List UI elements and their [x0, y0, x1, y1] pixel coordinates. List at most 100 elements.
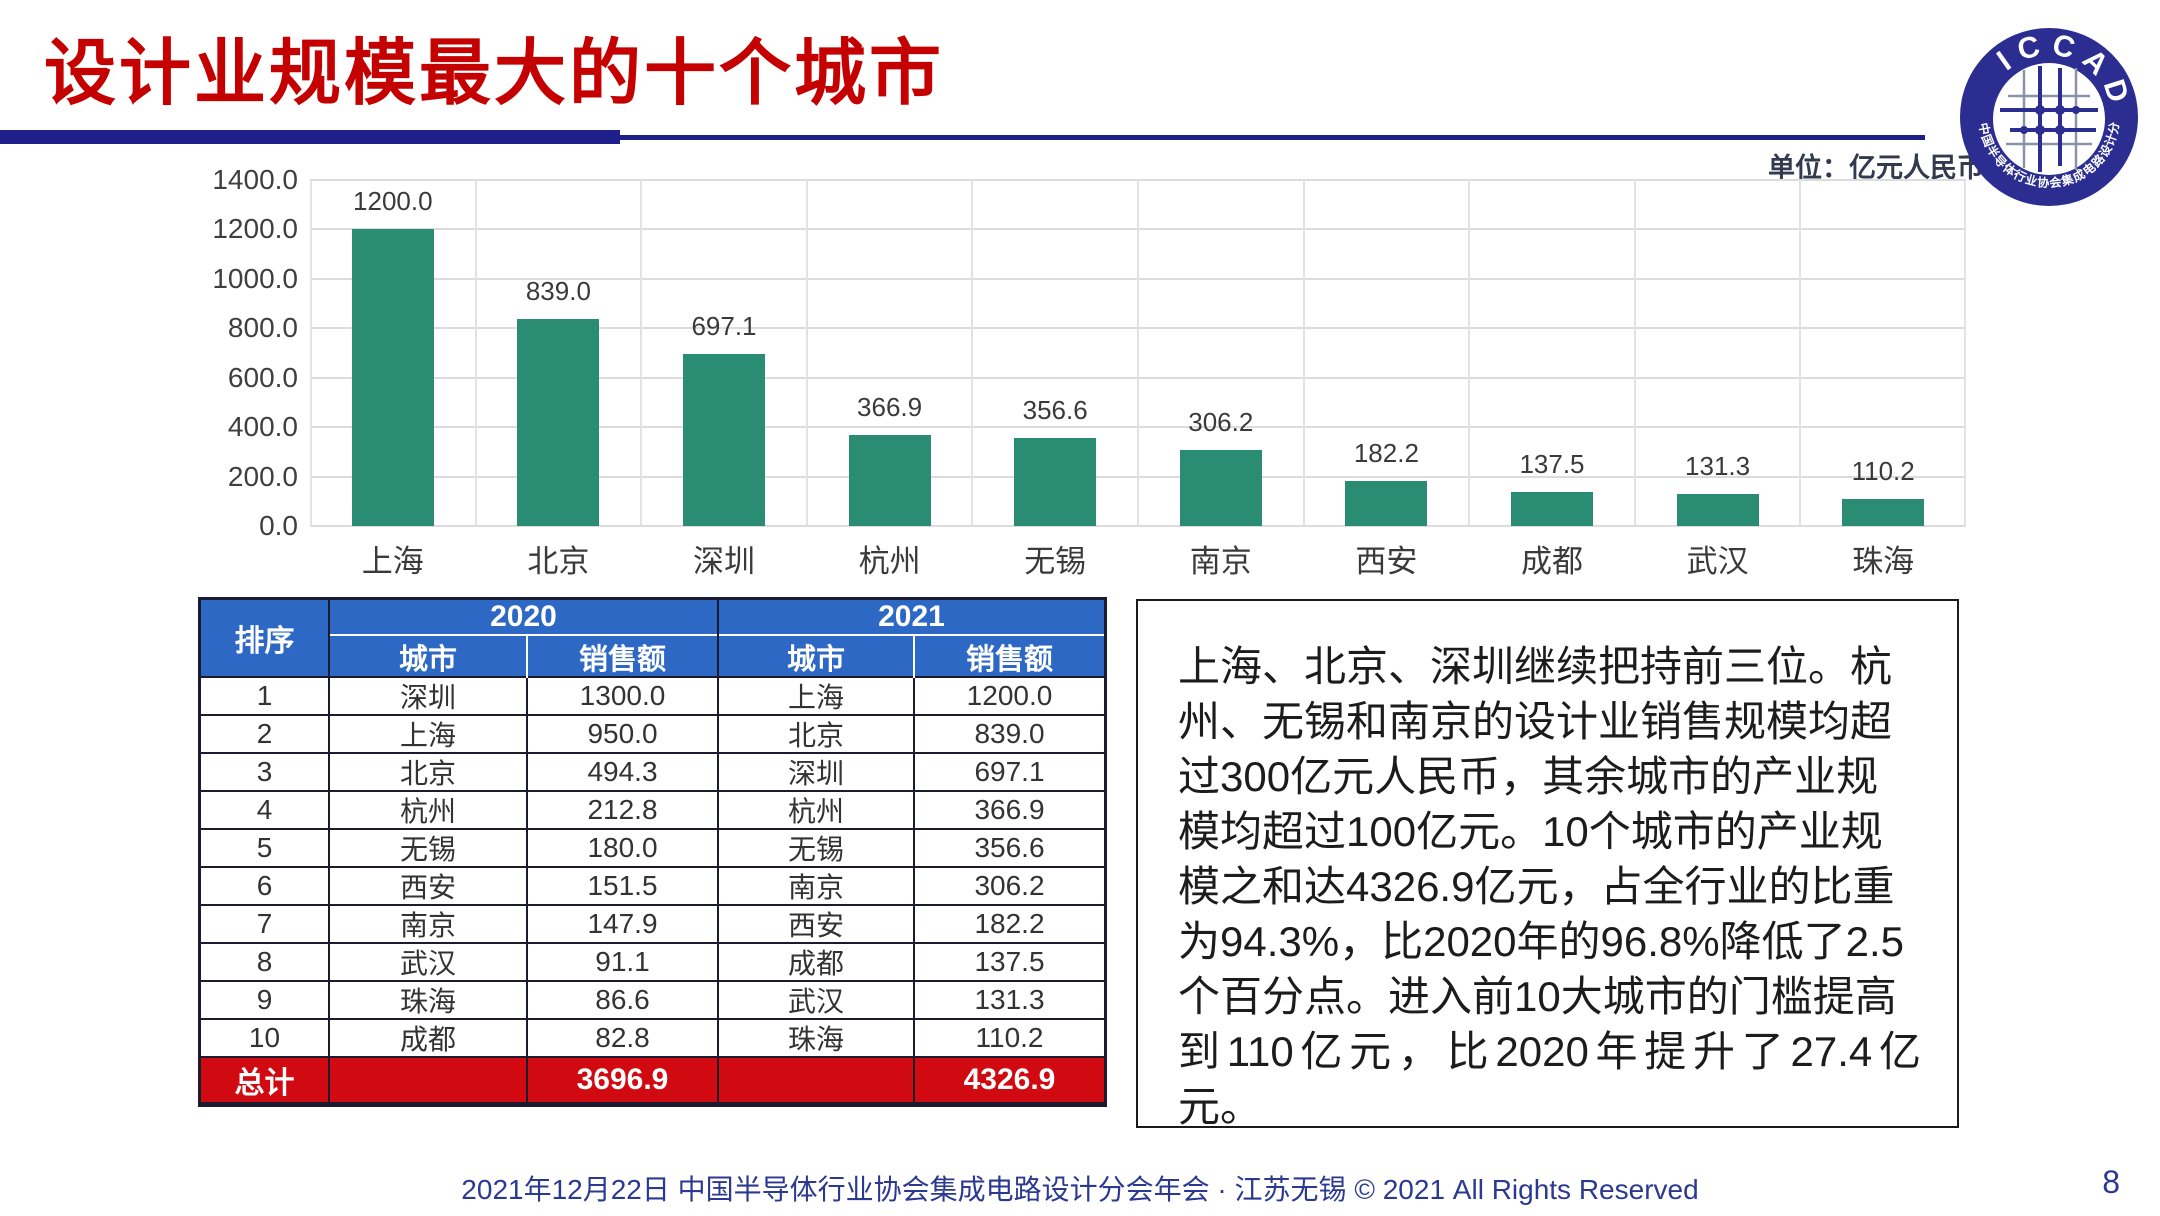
total-value-cell: [719, 1058, 913, 1102]
city-2021-cell: 深圳: [719, 754, 913, 790]
chart-bar: [848, 435, 931, 526]
sales-2020-cell: 91.1: [528, 944, 717, 980]
sales-2021-cell: 697.1: [915, 754, 1104, 790]
sales-2020-cell: 147.9: [528, 906, 717, 942]
bar-value-label: 366.9: [857, 392, 923, 423]
y-axis-tick-label: 200.0: [227, 460, 298, 492]
rank-cell: 4: [201, 792, 328, 828]
sales-2020-cell: 212.8: [528, 792, 717, 828]
chart-bar: [1179, 450, 1262, 526]
gridline: [1137, 180, 1139, 526]
chart-bar: [1345, 480, 1428, 526]
chart-bar: [683, 353, 765, 526]
iccad-logo: ICCAD 中国半导体行业协会集成电路设计分会: [1958, 26, 2138, 206]
city-2020-cell: 深圳: [330, 678, 526, 714]
bar-value-label: 839.0: [525, 275, 591, 306]
x-axis-category-label: 南京: [1189, 544, 1252, 579]
x-axis-category-label: 上海: [361, 544, 424, 579]
table-header-group-2020: 2020 城市 销售额: [330, 600, 717, 678]
y-axis-tick-label: 1000.0: [212, 262, 298, 294]
table-row: 4 杭州 212.8 杭州 366.9: [201, 792, 1104, 828]
gridline: [1302, 180, 1305, 526]
city-2021-cell: 上海: [719, 678, 913, 714]
table-header: 排序 2020 城市 销售额 2021 城市 销售额: [201, 600, 1104, 678]
table-header-year-2021: 2021: [719, 600, 1104, 636]
footer-text: 2021年12月22日 中国半导体行业协会集成电路设计分会年会 · 江苏无锡 ©…: [461, 1174, 1699, 1205]
chart-bar: [351, 229, 434, 526]
table-row: 1 深圳 1300.0 上海 1200.0: [201, 678, 1104, 714]
bar-value-label: 356.6: [1022, 394, 1088, 425]
gridline: [971, 180, 974, 526]
chart-bar: [1842, 498, 1925, 526]
city-2020-cell: 珠海: [330, 982, 526, 1018]
x-axis-category-label: 杭州: [858, 544, 921, 579]
sales-2021-cell: 366.9: [915, 792, 1104, 828]
sales-2021-cell: 137.5: [915, 944, 1104, 980]
city-2020-cell: 无锡: [330, 830, 526, 866]
city-2021-cell: 西安: [719, 906, 913, 942]
table-header-year-2020: 2020: [330, 600, 717, 636]
city-2021-cell: 北京: [719, 716, 913, 752]
sales-2020-cell: 950.0: [528, 716, 717, 752]
bar-value-label: 137.5: [1519, 449, 1585, 480]
x-axis-category-label: 成都: [1520, 544, 1583, 579]
city-2020-cell: 西安: [330, 868, 526, 904]
gridline: [310, 180, 312, 526]
unit-label: 单位：亿元人民币: [1768, 153, 1984, 183]
gridline: [310, 525, 1966, 527]
bar-value-label: 182.2: [1353, 437, 1419, 468]
table-row: 8 武汉 91.1 成都 137.5: [201, 944, 1104, 980]
sales-2021-cell: 839.0: [915, 716, 1104, 752]
gridline: [474, 180, 477, 526]
chart-bar: [1014, 437, 1097, 526]
x-axis-category-label: 珠海: [1852, 544, 1915, 579]
table-header-city-2021: 城市: [786, 644, 845, 676]
table-header-sales-2021: 销售额: [913, 636, 1104, 678]
bar-chart: 0.0 200.0 400.0 600.0 800.0 1000.0 1200.0 1400.…: [0, 150, 2160, 610]
rank-cell: 9: [201, 982, 328, 1018]
table-row: 3 北京 494.3 深圳 697.1: [201, 754, 1104, 790]
bar-value-label: 697.1: [691, 310, 757, 341]
city-2021-cell: 武汉: [719, 982, 913, 1018]
sales-2021-cell: 306.2: [915, 868, 1104, 904]
total-value-cell: 4326.9: [915, 1058, 1104, 1102]
city-2021-cell: 珠海: [719, 1020, 913, 1056]
rank-cell: 8: [201, 944, 328, 980]
x-axis-category-label: 深圳: [692, 544, 755, 579]
sales-2020-cell: 180.0: [528, 830, 717, 866]
table-row: 6 西安 151.5 南京 306.2: [201, 868, 1104, 904]
chart-bar: [1511, 492, 1593, 526]
y-axis-tick-label: 1400.0: [212, 164, 298, 195]
city-2020-cell: 北京: [330, 754, 526, 790]
rank-cell: 3: [201, 754, 328, 790]
x-axis-category-label: 无锡: [1024, 544, 1087, 579]
page-title: 设计业规模最大的十个城市: [44, 34, 945, 114]
table-header-sales-2020: 销售额: [526, 636, 717, 678]
total-value-cell: [330, 1058, 526, 1102]
bar-value-label: 1200.0: [353, 186, 433, 217]
chart-plot-area: [310, 179, 1966, 527]
sales-2020-cell: 151.5: [528, 868, 717, 904]
y-axis-tick-label: 600.0: [227, 361, 298, 393]
commentary-box: 上海、北京、深圳继续把持前三位。杭 州、无锡和南京的设计业销售规模均超 过300…: [1136, 599, 1959, 1130]
rank-cell: 2: [201, 716, 328, 752]
rank-cell: 10: [201, 1020, 328, 1056]
total-label-cell: 总计: [201, 1058, 328, 1102]
gridline: [640, 180, 643, 526]
rank-cell: 5: [201, 830, 328, 866]
table-row: 2 上海 950.0 北京 839.0: [201, 716, 1104, 752]
x-axis-category-label: 北京: [527, 544, 590, 579]
table-row: 5 无锡 180.0 无锡 356.6: [201, 830, 1104, 866]
bar-value-label: 306.2: [1188, 407, 1254, 438]
city-2020-cell: 南京: [330, 906, 526, 942]
rank-cell: 6: [201, 868, 328, 904]
page-number: 8: [2102, 1164, 2120, 1200]
y-axis-tick-label: 800.0: [227, 312, 298, 344]
sales-2020-cell: 86.6: [528, 982, 717, 1018]
ranking-table: 排序 2020 城市 销售额 2021 城市 销售额 1 深圳 1300.0 上海 12…: [198, 597, 1107, 1107]
table-header-city-2020: 城市: [398, 644, 457, 676]
city-2021-cell: 无锡: [719, 830, 913, 866]
table-header-group-2021: 2021 城市 销售额: [719, 600, 1104, 678]
gridline: [1468, 180, 1471, 526]
city-2021-cell: 杭州: [719, 792, 913, 828]
